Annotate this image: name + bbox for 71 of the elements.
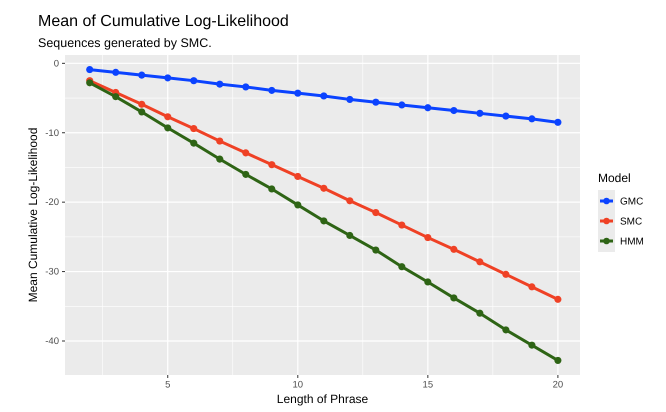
legend-label: SMC [620, 216, 642, 228]
point [164, 124, 172, 132]
x-tick-label: 10 [292, 380, 304, 391]
x-tick-label: 5 [165, 380, 170, 391]
y-tick-label: -10 [45, 128, 59, 139]
point [164, 113, 172, 120]
y-tick-label: -40 [45, 336, 59, 348]
point [424, 234, 432, 242]
point [138, 100, 146, 108]
point [346, 96, 354, 103]
point [320, 92, 328, 100]
point [372, 209, 380, 216]
point [242, 83, 250, 90]
point [398, 222, 406, 229]
point [190, 140, 198, 147]
point [164, 74, 172, 82]
point [138, 108, 146, 116]
legend-title: Model [598, 171, 631, 185]
point [268, 86, 276, 94]
point [554, 356, 562, 364]
y-tick-label: 0 [54, 58, 59, 70]
point [502, 112, 510, 120]
point [242, 170, 250, 178]
point [476, 110, 484, 117]
x-tick-label: 15 [422, 380, 434, 391]
point [242, 149, 250, 156]
point [138, 72, 146, 79]
point [528, 283, 536, 290]
x-axis-title: Length of Phrase [276, 392, 369, 406]
point [502, 326, 510, 334]
point [372, 246, 380, 254]
point [268, 161, 276, 168]
chart-subtitle: Sequences generated by SMC. [38, 36, 212, 50]
y-tick-label: -30 [45, 266, 59, 278]
point [216, 138, 224, 145]
point [476, 310, 484, 317]
point [216, 80, 224, 88]
point [398, 101, 406, 109]
point [268, 185, 276, 193]
chart-title: Mean of Cumulative Log-Likelihood [38, 13, 289, 30]
legend-label: GMC [620, 196, 644, 208]
point [502, 270, 510, 278]
point [86, 66, 94, 74]
point [528, 115, 536, 122]
y-tick-label: -20 [45, 197, 59, 208]
point [450, 246, 458, 253]
point [320, 184, 328, 192]
point [294, 201, 302, 208]
point [346, 197, 354, 204]
point [450, 294, 458, 302]
point [528, 342, 536, 349]
point [216, 156, 224, 163]
point [424, 278, 432, 286]
point [554, 296, 562, 303]
point [554, 118, 562, 126]
x-tick-label: 20 [552, 380, 564, 391]
point [190, 125, 198, 132]
point [294, 172, 302, 180]
point [450, 106, 458, 114]
point [398, 263, 406, 270]
point [372, 98, 380, 106]
point [112, 68, 120, 76]
point [424, 104, 432, 112]
point [190, 77, 198, 84]
point [476, 258, 484, 266]
point [346, 232, 354, 240]
point [294, 90, 302, 97]
legend-label: HMM [620, 236, 644, 248]
point [320, 217, 328, 224]
point [112, 93, 120, 100]
y-axis-title: Mean Cumulative Log-Likelihood [26, 128, 40, 302]
